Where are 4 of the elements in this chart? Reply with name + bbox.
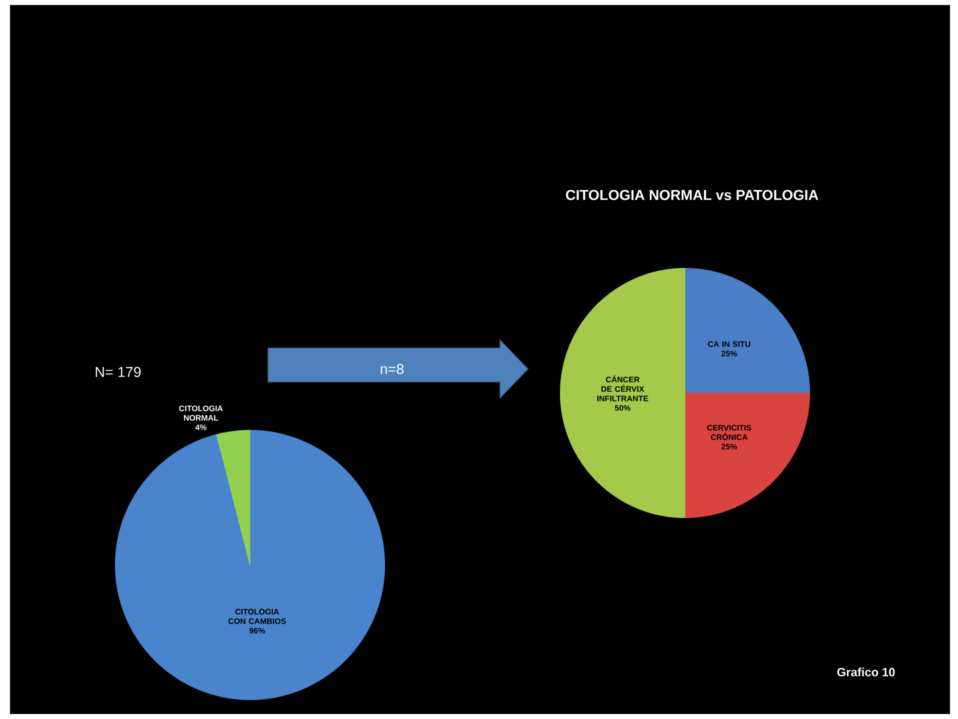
text: N= 179 bbox=[96, 366, 141, 378]
chart-title: CITOLOGIA NORMAL vs PATOLOGIA bbox=[566, 190, 818, 200]
text: Grafico 10 bbox=[837, 668, 895, 676]
text: n=8 bbox=[380, 364, 404, 374]
